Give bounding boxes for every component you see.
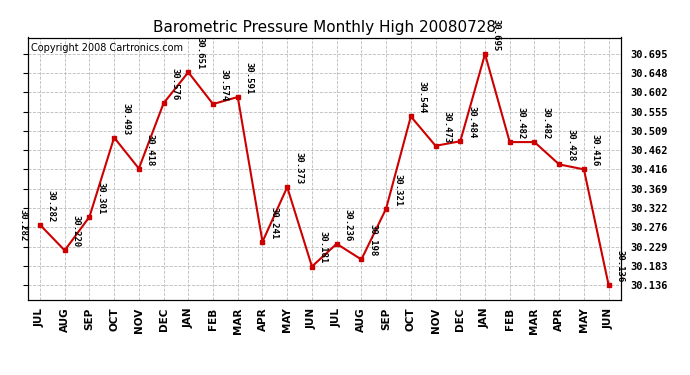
Text: 30.473: 30.473 xyxy=(442,111,451,143)
Text: 30.301: 30.301 xyxy=(97,182,106,214)
Title: Barometric Pressure Monthly High 20080728: Barometric Pressure Monthly High 2008072… xyxy=(152,20,496,35)
Text: 30.282: 30.282 xyxy=(47,190,56,222)
Text: 30.181: 30.181 xyxy=(319,231,328,264)
Text: 30.321: 30.321 xyxy=(393,174,402,206)
Text: 30.544: 30.544 xyxy=(417,81,427,114)
Text: 30.482: 30.482 xyxy=(517,107,526,139)
Text: 30.695: 30.695 xyxy=(492,19,501,51)
Text: 30.428: 30.428 xyxy=(566,129,575,162)
Text: 30.591: 30.591 xyxy=(245,62,254,94)
Text: 30.482: 30.482 xyxy=(542,107,551,139)
Text: 30.418: 30.418 xyxy=(146,134,155,166)
Text: 30.651: 30.651 xyxy=(195,37,204,69)
Text: 30.136: 30.136 xyxy=(615,250,624,282)
Text: 30.220: 30.220 xyxy=(72,215,81,248)
Text: 30.574: 30.574 xyxy=(220,69,229,101)
Text: Copyright 2008 Cartronics.com: Copyright 2008 Cartronics.com xyxy=(30,43,183,53)
Text: 30.416: 30.416 xyxy=(591,134,600,166)
Text: 30.493: 30.493 xyxy=(121,102,130,135)
Text: 30.576: 30.576 xyxy=(170,68,179,100)
Text: 30.241: 30.241 xyxy=(269,207,279,239)
Text: 30.198: 30.198 xyxy=(368,225,377,257)
Text: 30.373: 30.373 xyxy=(294,152,303,184)
Text: 30.236: 30.236 xyxy=(344,209,353,241)
Text: 30.282: 30.282 xyxy=(19,209,28,241)
Text: 30.484: 30.484 xyxy=(467,106,476,138)
